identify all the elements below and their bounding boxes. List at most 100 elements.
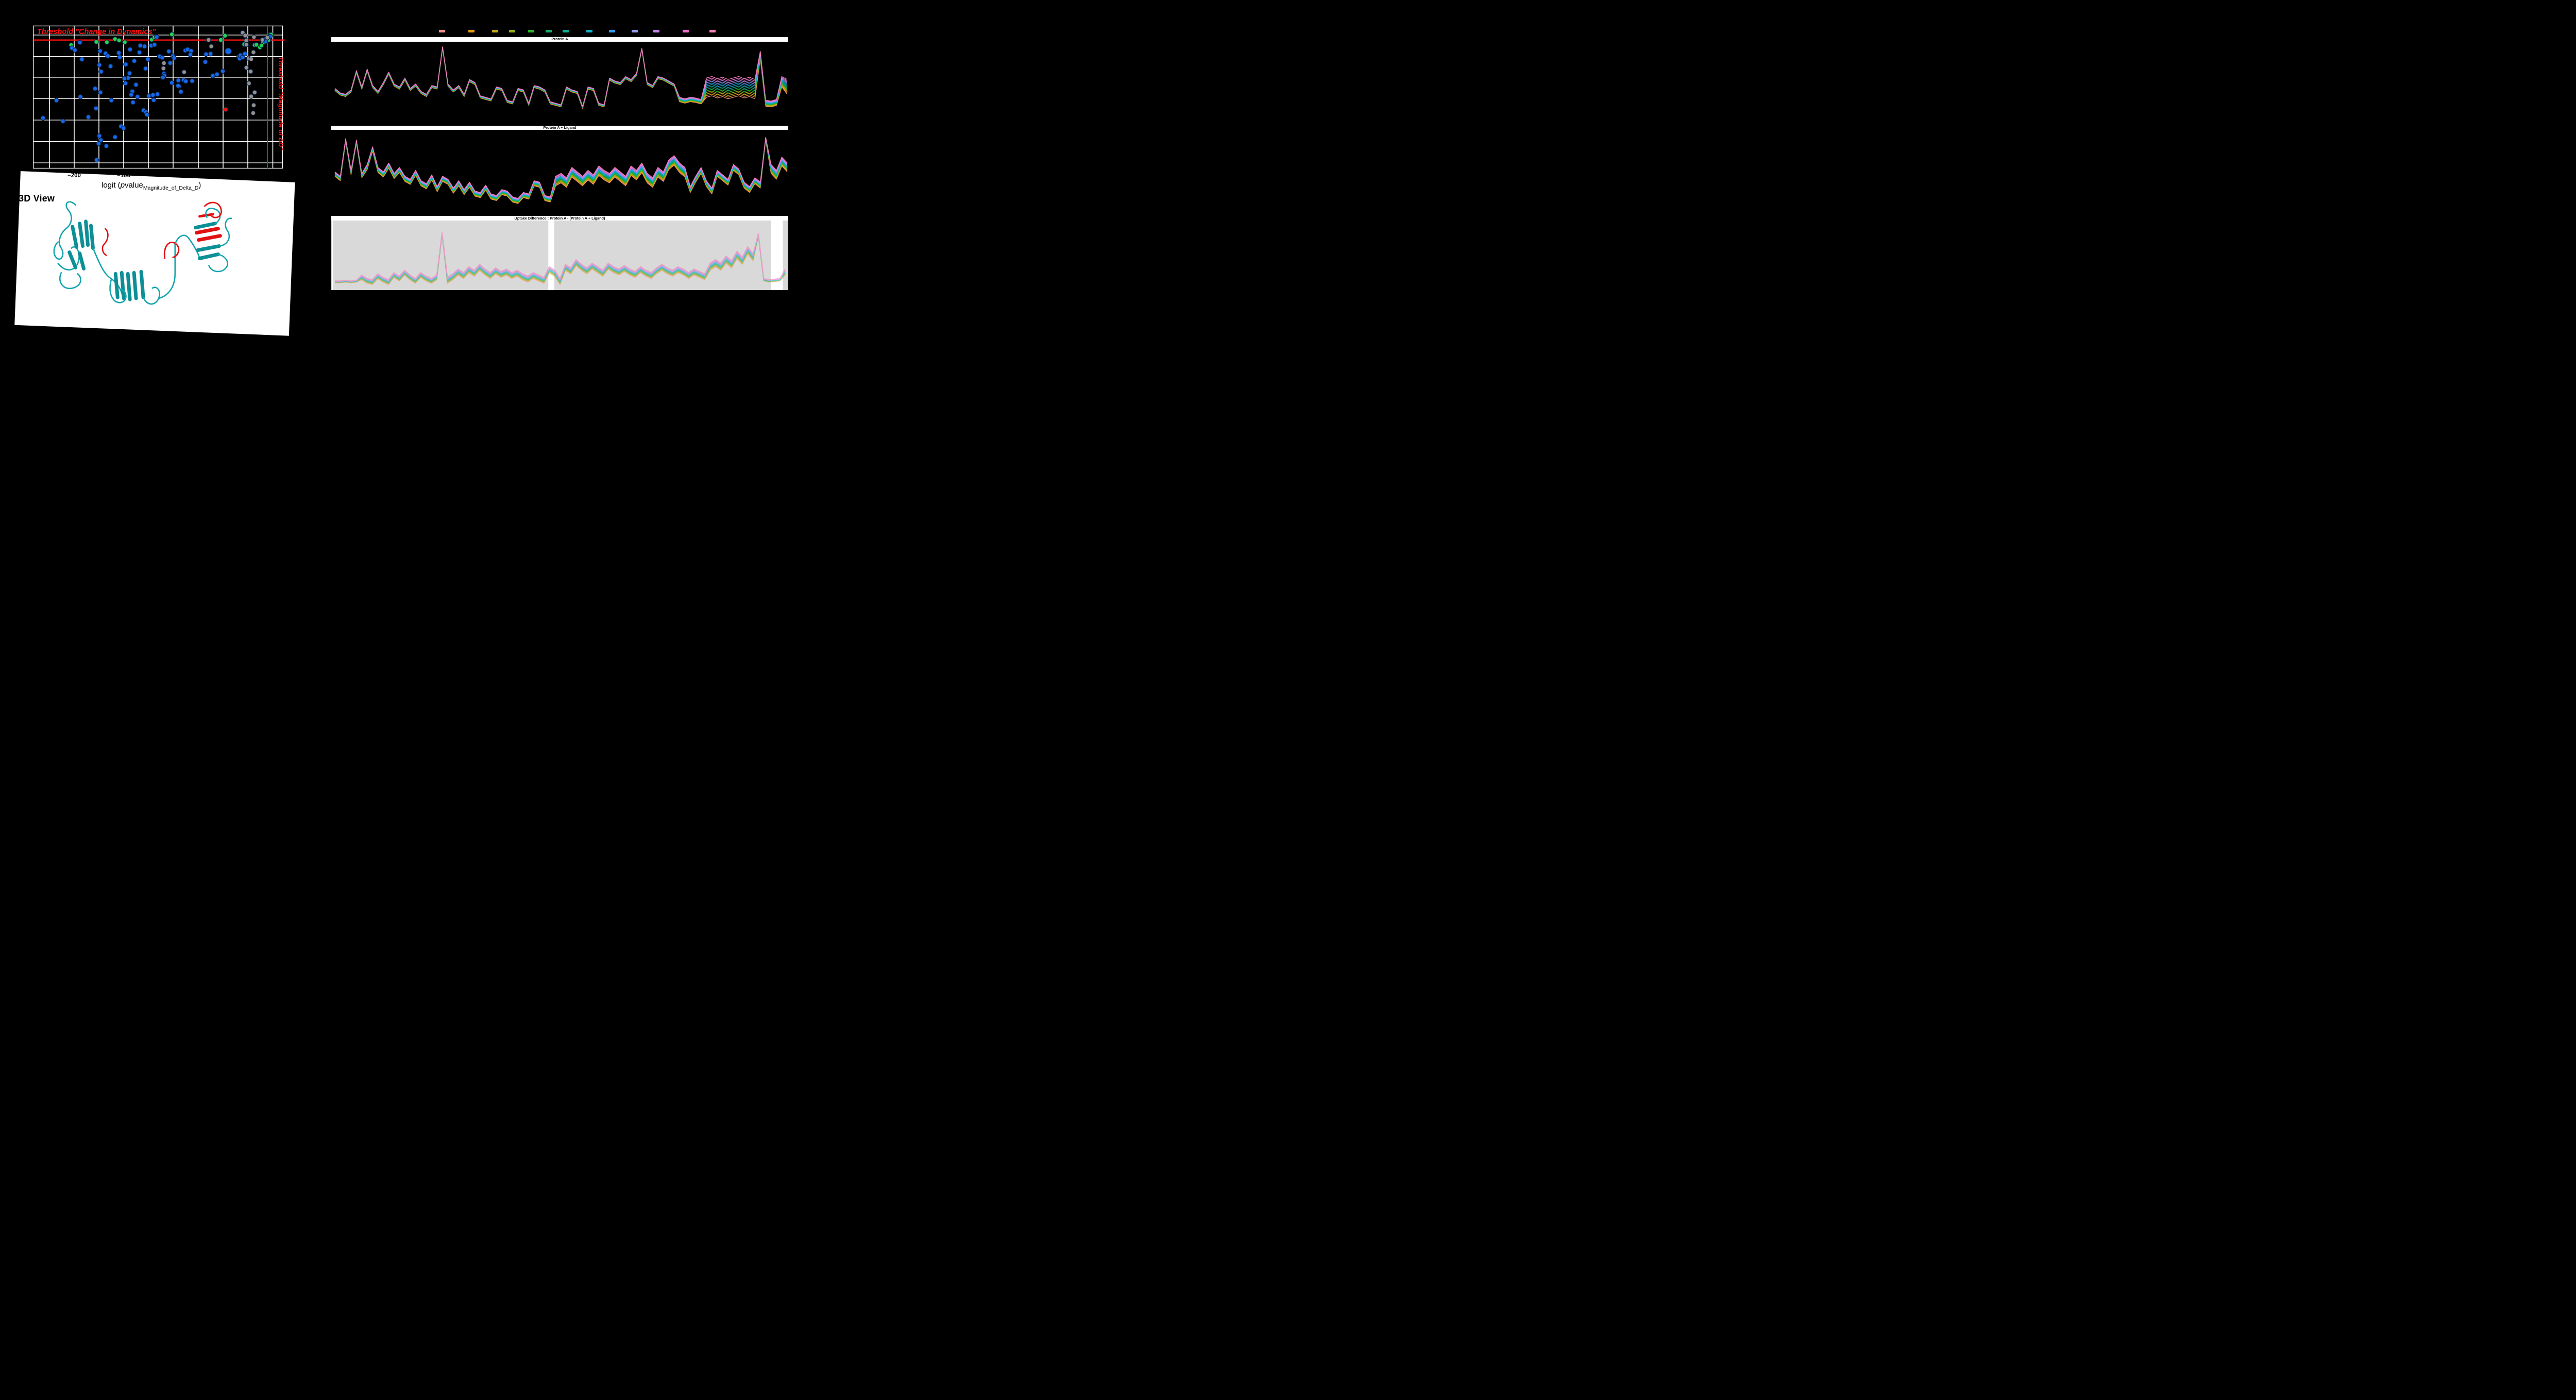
peptide-point[interactable] xyxy=(122,39,128,45)
peptide-point[interactable] xyxy=(78,94,83,99)
peptide-point[interactable] xyxy=(248,69,253,74)
peptide-point[interactable] xyxy=(223,107,229,112)
peptide-point[interactable] xyxy=(182,47,188,53)
peptide-point[interactable] xyxy=(93,106,99,111)
peptide-point[interactable] xyxy=(161,65,166,71)
legend-swatch-timepoint-10[interactable] xyxy=(632,30,638,32)
timepoint-trace[interactable] xyxy=(334,138,788,200)
peptide-point[interactable] xyxy=(159,55,165,60)
peptide-point[interactable] xyxy=(240,30,246,36)
peptide-point[interactable] xyxy=(260,40,266,45)
peptide-point[interactable] xyxy=(237,56,243,61)
peptide-point[interactable] xyxy=(242,51,248,57)
peptide-point[interactable] xyxy=(202,59,208,65)
peptide-point[interactable] xyxy=(204,52,209,57)
peptide-point[interactable] xyxy=(252,42,258,48)
timepoint-trace[interactable] xyxy=(334,138,788,201)
timepoint-trace[interactable] xyxy=(335,232,786,282)
legend-swatch-timepoint-7[interactable] xyxy=(563,30,569,32)
timepoint-trace[interactable] xyxy=(335,231,786,281)
timepoint-trace[interactable] xyxy=(334,48,788,109)
timepoint-trace[interactable] xyxy=(334,138,788,202)
peptide-point[interactable] xyxy=(104,39,110,45)
timepoint-trace[interactable] xyxy=(335,232,786,282)
timepoint-trace[interactable] xyxy=(334,47,788,108)
peptide-point[interactable] xyxy=(98,138,104,143)
uptake-charts[interactable] xyxy=(331,46,788,290)
peptide-point[interactable] xyxy=(265,35,270,40)
peptide-point[interactable] xyxy=(266,38,271,43)
peptide-point[interactable] xyxy=(94,39,99,45)
legend-swatch-timepoint-11[interactable] xyxy=(653,30,659,32)
timepoint-trace[interactable] xyxy=(334,47,788,109)
timepoint-trace[interactable] xyxy=(335,232,786,282)
peptide-point[interactable] xyxy=(151,35,157,40)
volcano-points[interactable] xyxy=(40,30,274,163)
timepoint-trace[interactable] xyxy=(334,46,788,107)
timepoint-trace[interactable] xyxy=(334,46,788,107)
peptide-point[interactable] xyxy=(268,32,274,38)
legend-swatch-timepoint-13[interactable] xyxy=(709,30,716,32)
peptide-point[interactable] xyxy=(185,47,191,52)
legend-swatch-timepoint-8[interactable] xyxy=(586,30,592,32)
timepoint-trace[interactable] xyxy=(334,137,788,199)
peptide-point[interactable] xyxy=(183,78,189,84)
peptide-point[interactable] xyxy=(151,42,157,47)
peptide-point[interactable] xyxy=(69,42,74,48)
timepoint-trace[interactable] xyxy=(335,232,786,282)
peptide-point[interactable] xyxy=(72,47,78,53)
peptide-point[interactable] xyxy=(214,72,220,77)
peptide-point[interactable] xyxy=(248,56,254,62)
peptide-point[interactable] xyxy=(129,89,135,94)
peptide-point[interactable] xyxy=(240,53,245,58)
peptide-point[interactable] xyxy=(257,44,263,50)
peptide-point[interactable] xyxy=(263,38,268,44)
peptide-point[interactable] xyxy=(141,108,146,113)
peptide-point[interactable] xyxy=(128,92,134,97)
peptide-point[interactable] xyxy=(181,69,187,75)
peptide-point[interactable] xyxy=(69,45,75,51)
peptide-point[interactable] xyxy=(79,57,84,62)
peptide-point[interactable] xyxy=(189,78,195,83)
peptide-point[interactable] xyxy=(209,43,214,49)
peptide-point[interactable] xyxy=(208,51,213,57)
peptide-point[interactable] xyxy=(112,134,118,140)
peptide-point[interactable] xyxy=(135,94,140,99)
peptide-point[interactable] xyxy=(259,43,264,48)
peptide-point[interactable] xyxy=(169,80,175,86)
peptide-point[interactable] xyxy=(117,54,123,60)
peptide-point[interactable] xyxy=(154,34,160,40)
peptide-point[interactable] xyxy=(121,125,126,131)
timepoint-trace[interactable] xyxy=(334,47,788,108)
peptide-point[interactable] xyxy=(243,32,248,38)
peptide-point[interactable] xyxy=(118,124,124,129)
peptide-point[interactable] xyxy=(167,60,173,66)
peptide-point[interactable] xyxy=(246,80,252,86)
timepoint-trace[interactable] xyxy=(335,232,786,282)
peptide-point[interactable] xyxy=(161,71,167,76)
legend-swatch-timepoint-3[interactable] xyxy=(492,30,498,32)
peptide-point[interactable] xyxy=(218,37,224,43)
peptide-point[interactable] xyxy=(236,54,242,59)
peptide-point[interactable] xyxy=(138,43,143,48)
peptide-point[interactable] xyxy=(162,73,167,78)
peptide-point[interactable] xyxy=(60,119,66,124)
timepoint-trace[interactable] xyxy=(335,233,786,284)
peptide-point[interactable] xyxy=(170,53,176,59)
peptide-point[interactable] xyxy=(116,38,122,43)
peptide-point[interactable] xyxy=(178,89,184,94)
peptide-point[interactable] xyxy=(262,39,267,45)
peptide-point[interactable] xyxy=(172,55,177,61)
peptide-point[interactable] xyxy=(54,97,59,103)
timepoint-trace[interactable] xyxy=(334,140,788,204)
peptide-point[interactable] xyxy=(155,91,160,97)
peptide-point[interactable] xyxy=(123,80,128,86)
peptide-point[interactable] xyxy=(77,40,83,45)
peptide-point[interactable] xyxy=(122,76,127,81)
peptide-point[interactable] xyxy=(96,141,101,146)
peptide-point[interactable] xyxy=(161,60,167,66)
peptide-point[interactable] xyxy=(97,90,103,95)
peptide-point[interactable] xyxy=(176,83,182,89)
peptide-point[interactable] xyxy=(263,36,269,42)
timepoint-trace[interactable] xyxy=(334,139,788,203)
